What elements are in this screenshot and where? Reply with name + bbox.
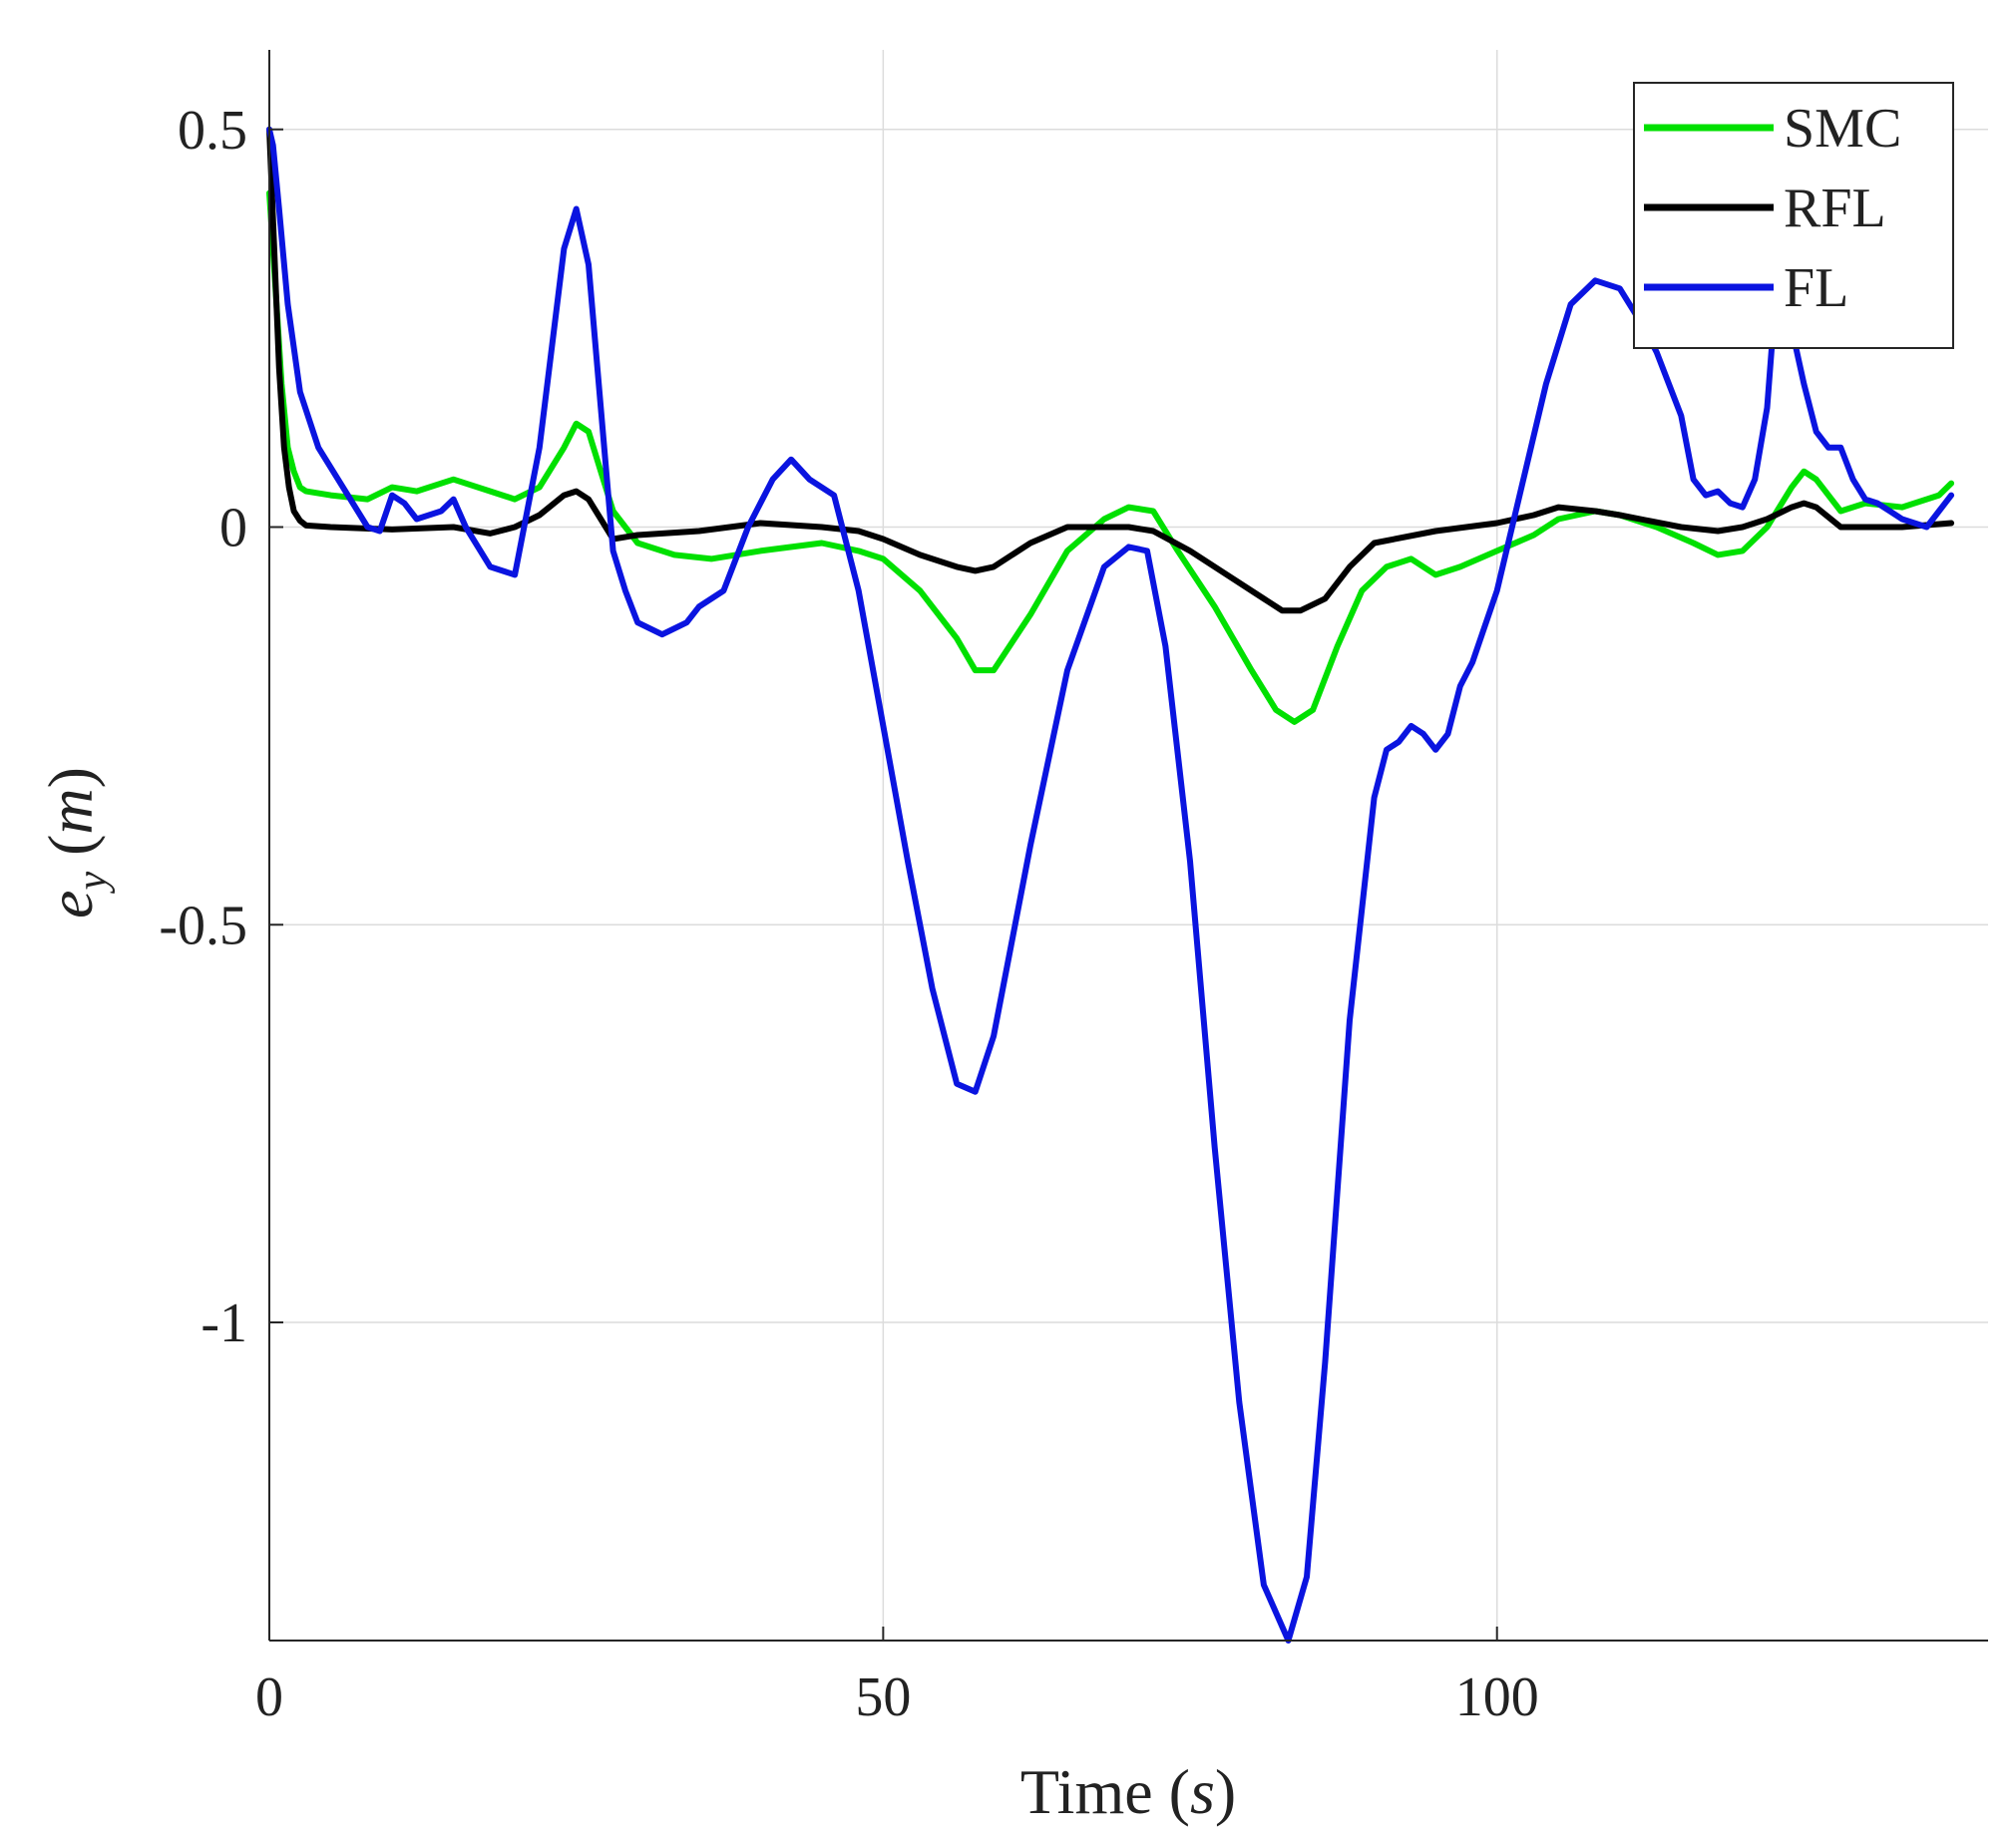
series-line-smc	[266, 189, 1955, 725]
y-axis-title-var: e	[35, 891, 106, 919]
series-line-rfl	[266, 126, 1955, 614]
legend: SMC RFL FL	[1633, 82, 1954, 349]
y-axis-title: ey (m)	[35, 767, 116, 919]
series-layer	[266, 126, 1955, 1644]
legend-entries: SMC RFL FL	[1644, 98, 1901, 319]
y-tick-label: 0.5	[178, 100, 247, 162]
svg-text:ey (m): ey (m)	[35, 767, 116, 919]
svg-text:Time (s): Time (s)	[1020, 1756, 1236, 1827]
legend-label-rfl: RFL	[1784, 178, 1886, 239]
axes-layer	[268, 50, 1988, 1642]
y-tick-label: -0.5	[159, 895, 247, 956]
legend-label-fl: FL	[1784, 257, 1848, 319]
legend-label-smc: SMC	[1784, 98, 1901, 160]
y-axis-title-unit: m	[35, 788, 106, 834]
tick-layer: 0 50 100 0.5 0 -0.5 -1	[159, 100, 1538, 1728]
y-axis-title-sub: y	[70, 872, 116, 895]
x-tick-label: 0	[255, 1666, 283, 1728]
y-tick-label: -1	[201, 1292, 247, 1354]
x-tick-label: 50	[855, 1666, 911, 1728]
x-axis-title-unit: s	[1190, 1756, 1215, 1827]
x-tick-label: 100	[1455, 1666, 1539, 1728]
y-tick-label: 0	[219, 498, 247, 559]
x-axis-title-main: Time	[1020, 1756, 1169, 1827]
series-line-fl	[266, 126, 1955, 1644]
x-axis-title: Time (s)	[1020, 1756, 1236, 1827]
